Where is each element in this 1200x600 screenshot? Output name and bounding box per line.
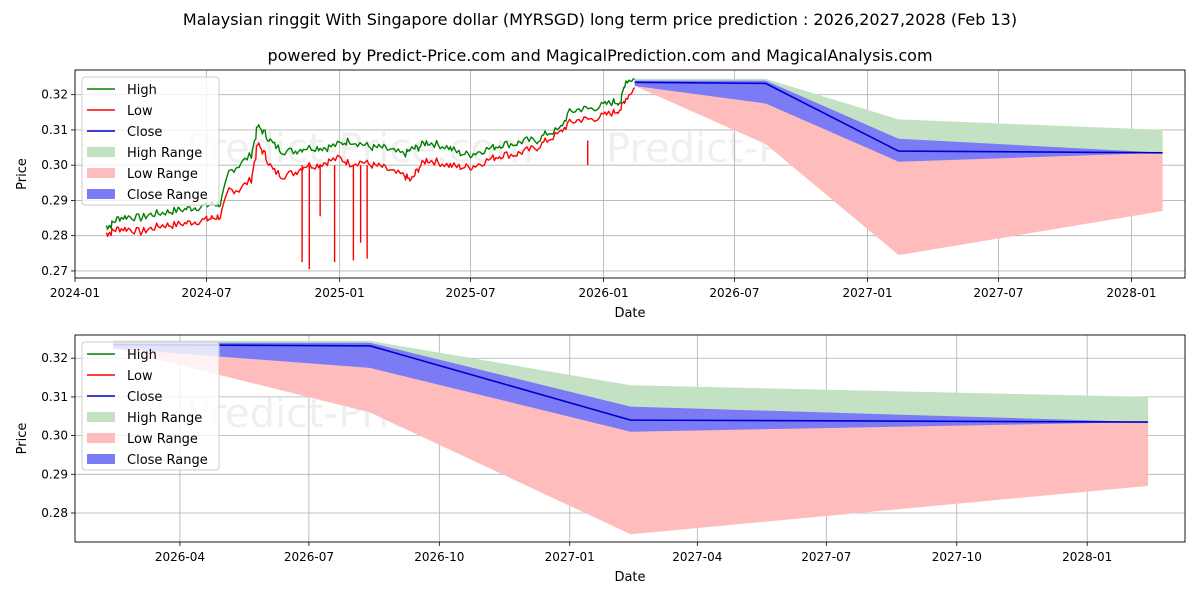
x-tick-label: 2027-04 — [672, 550, 722, 564]
y-tick-label: 0.27 — [41, 264, 68, 278]
y-axis-label: Price — [15, 423, 30, 455]
x-tick-label: 2024-07 — [182, 286, 232, 300]
legend-swatch — [87, 168, 115, 178]
high-range-band — [113, 340, 1149, 423]
y-axis-label: Price — [15, 158, 30, 190]
close-range-band — [113, 342, 1149, 432]
legend-label: High Range — [127, 146, 202, 161]
close-line — [113, 343, 1149, 423]
plot-frame — [74, 334, 1186, 543]
legend-box — [81, 341, 220, 471]
legend-label: Close — [127, 125, 162, 140]
x-tick-label: 2026-07 — [709, 286, 759, 300]
legend-label: High Range — [127, 411, 202, 426]
x-tick-label: 2025-01 — [315, 286, 365, 300]
x-tick-label: 2028-01 — [1106, 286, 1156, 300]
legend-swatch — [87, 189, 115, 199]
y-tick-label: 0.28 — [41, 506, 68, 520]
x-tick-label: 2026-10 — [414, 550, 464, 564]
legend-swatch — [87, 412, 115, 422]
legend-label: Low — [127, 104, 153, 119]
legend-box — [81, 76, 220, 206]
y-tick-label: 0.30 — [41, 429, 68, 443]
high-range-band — [634, 78, 1163, 153]
legend-label: Low — [127, 369, 153, 384]
x-tick-label: 2028-01 — [1062, 550, 1112, 564]
legend-label: Low Range — [127, 432, 198, 447]
chart-panel-bottom: Predict-Price.comPredict-Price.com0.280.… — [15, 334, 1186, 585]
chart-subtitle: powered by Predict-Price.com and Magical… — [267, 46, 933, 65]
close-line — [634, 81, 1163, 154]
x-tick-label: 2026-04 — [155, 550, 205, 564]
x-tick-label: 2026-07 — [284, 550, 334, 564]
y-tick-label: 0.28 — [41, 229, 68, 243]
high-line — [105, 78, 635, 231]
y-tick-label: 0.31 — [41, 390, 68, 404]
legend-label: Close Range — [127, 188, 208, 203]
x-axis-label: Date — [614, 306, 645, 321]
x-axis-label: Date — [614, 570, 645, 585]
legend-swatch — [87, 454, 115, 464]
legend-swatch — [87, 147, 115, 157]
chart-title: Malaysian ringgit With Singapore dollar … — [182, 10, 1018, 29]
x-tick-label: 2027-01 — [842, 286, 892, 300]
chart-panel-top: Predict-Price.comPredict-Price.com0.270.… — [15, 69, 1186, 321]
legend: High Low Close High Range Low Range Close Ran… — [81, 76, 220, 206]
legend-label: High — [127, 348, 157, 363]
y-tick-label: 0.32 — [41, 351, 68, 365]
x-tick-label: 2027-07 — [973, 286, 1023, 300]
low-range-band — [113, 345, 1149, 535]
close-range-band — [634, 80, 1163, 162]
y-tick-label: 0.32 — [41, 88, 68, 102]
legend-swatch — [87, 433, 115, 443]
x-tick-label: 2027-10 — [932, 550, 982, 564]
x-tick-label: 2027-01 — [545, 550, 595, 564]
x-tick-label: 2026-01 — [579, 286, 629, 300]
low-range-band — [634, 83, 1163, 256]
plot-area — [105, 78, 1163, 270]
y-tick-label: 0.30 — [41, 158, 68, 172]
legend-label: Close — [127, 390, 162, 405]
y-tick-label: 0.31 — [41, 123, 68, 137]
watermark-text: Predict-Price.com — [186, 126, 534, 172]
plot-area — [113, 340, 1149, 535]
y-tick-label: 0.29 — [41, 193, 68, 207]
plot-frame — [74, 69, 1186, 279]
legend: High Low Close High Range Low Range Close Ran… — [81, 341, 220, 471]
x-tick-label: 2027-07 — [801, 550, 851, 564]
y-tick-label: 0.29 — [41, 467, 68, 481]
x-tick-label: 2024-01 — [50, 286, 100, 300]
legend-label: Low Range — [127, 167, 198, 182]
low-line — [105, 87, 636, 238]
legend-label: High — [127, 83, 157, 98]
legend-label: Close Range — [127, 453, 208, 468]
x-tick-label: 2025-07 — [445, 286, 495, 300]
